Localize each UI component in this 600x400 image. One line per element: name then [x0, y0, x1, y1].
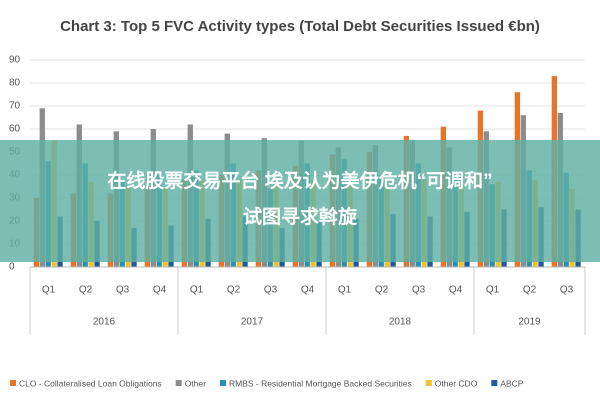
x-tick-label: Q1	[190, 285, 204, 296]
y-tick-label: 90	[9, 55, 21, 66]
legend-label: CLO - Collateralised Loan Obligations	[19, 378, 162, 388]
y-tick-label: 80	[9, 78, 21, 89]
y-tick-label: 60	[9, 124, 21, 135]
chart-title: Chart 3: Top 5 FVC Activity types (Total…	[60, 18, 540, 35]
overlay-text: 在线股票交易平台 埃及认为美伊危机“可调和”	[107, 169, 492, 192]
legend-label: RMBS - Residential Mortgage Backed Secur…	[229, 378, 412, 388]
legend-label: Other CDO	[435, 378, 478, 388]
legend-swatch	[491, 380, 498, 386]
legend-label: ABCP	[500, 378, 523, 388]
x-tick-label: Q2	[523, 285, 537, 296]
x-tick-label: Q4	[449, 285, 463, 296]
legend-swatch	[425, 380, 432, 386]
legend-swatch	[219, 380, 226, 386]
x-tick-label: Q3	[264, 285, 278, 296]
y-tick-label: 0	[9, 262, 15, 273]
group-label: 2018	[389, 317, 412, 328]
x-tick-label: Q2	[79, 285, 93, 296]
legend-label: Other	[185, 378, 206, 388]
x-tick-label: Q1	[338, 285, 352, 296]
x-tick-label: Q3	[412, 285, 426, 296]
overlay-banner	[0, 140, 600, 262]
overlay-text: 试图寻求斡旋	[243, 205, 358, 228]
x-tick-label: Q2	[227, 285, 241, 296]
x-tick-label: Q4	[153, 285, 167, 296]
x-tick-label: Q4	[301, 285, 315, 296]
legend-swatch	[175, 380, 182, 386]
x-tick-label: Q1	[42, 285, 56, 296]
x-tick-label: Q3	[116, 285, 130, 296]
group-label: 2019	[518, 317, 541, 328]
x-tick-label: Q1	[486, 285, 500, 296]
x-tick-label: Q2	[375, 285, 389, 296]
group-label: 2016	[93, 317, 116, 328]
y-tick-label: 70	[9, 101, 21, 112]
legend-swatch	[10, 380, 16, 386]
x-tick-label: Q3	[560, 285, 574, 296]
group-label: 2017	[241, 317, 264, 328]
